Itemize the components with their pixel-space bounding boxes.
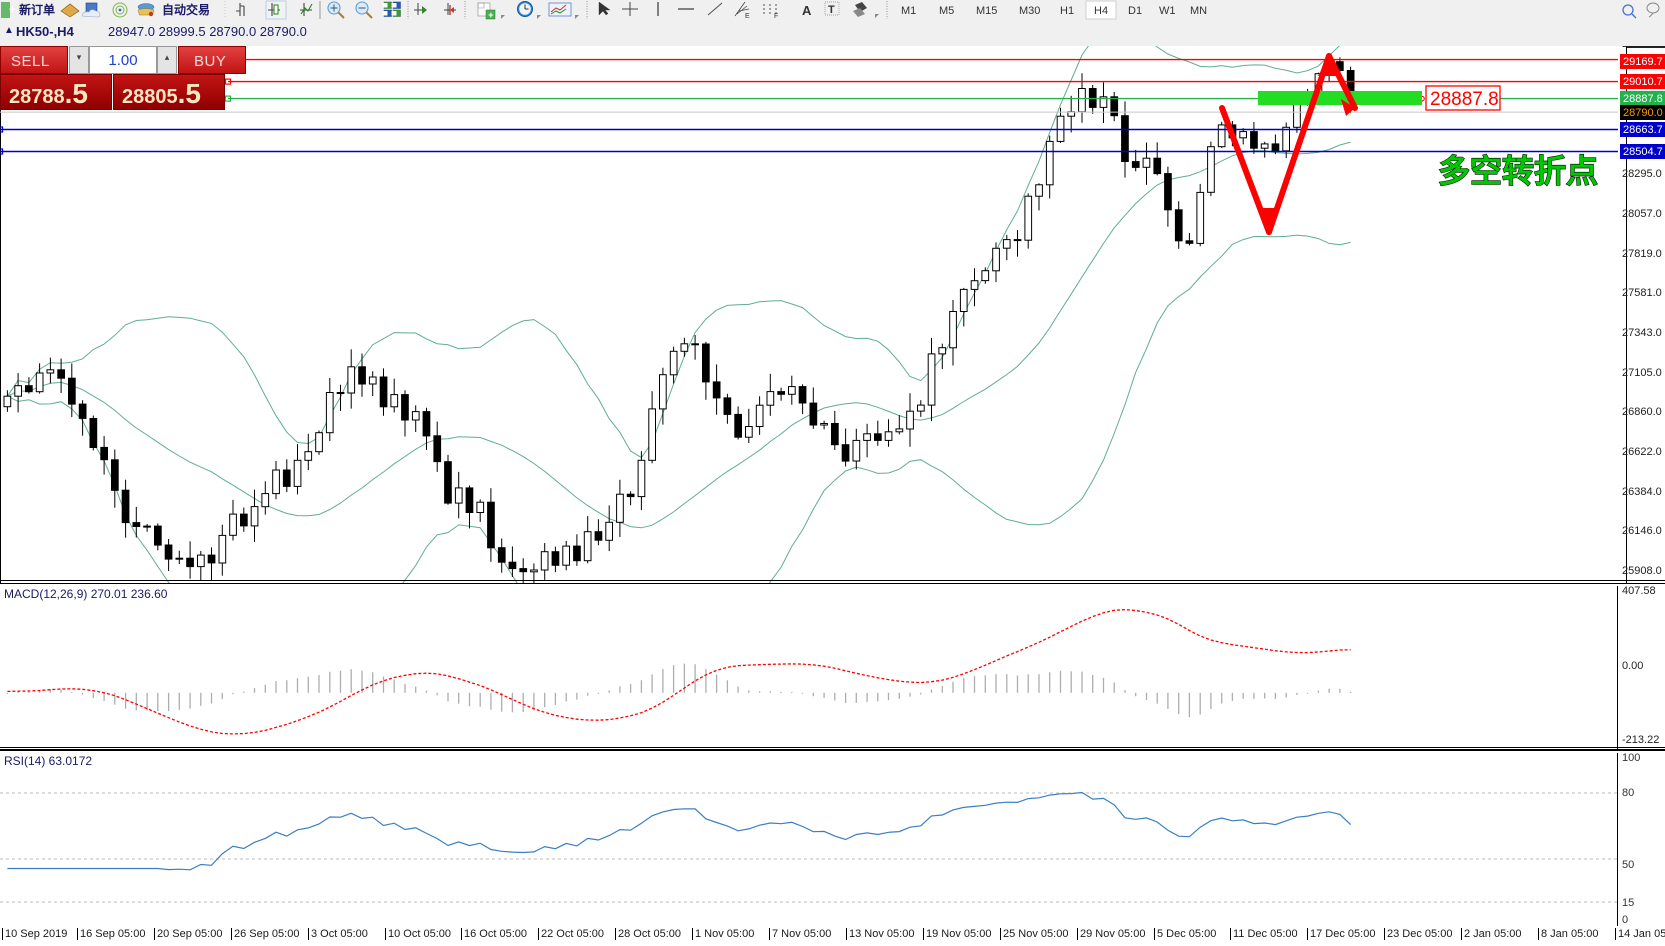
svg-text:M30: M30 (1019, 5, 1040, 17)
svg-text:E: E (745, 13, 750, 20)
svg-text:H1: H1 (1060, 5, 1074, 17)
svg-text:D1: D1 (1128, 5, 1142, 17)
svg-text:27105.0: 27105.0 (1622, 367, 1662, 379)
svg-text:26622.0: 26622.0 (1622, 446, 1662, 458)
svg-text:28887.8: 28887.8 (1623, 93, 1663, 105)
svg-text:26384.0: 26384.0 (1622, 486, 1662, 498)
svg-text:自动交易: 自动交易 (162, 2, 210, 17)
svg-text:28663.7: 28663.7 (1623, 124, 1663, 136)
svg-text:新订单: 新订单 (19, 2, 55, 17)
svg-text:28790.0: 28790.0 (1623, 107, 1663, 119)
svg-text:T: T (828, 4, 835, 16)
svg-text:26860.0: 26860.0 (1622, 406, 1662, 418)
svg-text:A: A (802, 3, 812, 18)
svg-text:M1: M1 (901, 5, 916, 17)
svg-text:29169.7: 29169.7 (1623, 56, 1663, 68)
svg-text:+: + (9, 4, 15, 16)
svg-text:H4: H4 (1094, 5, 1108, 17)
svg-text:25908.0: 25908.0 (1622, 565, 1662, 577)
svg-text:27819.0: 27819.0 (1622, 248, 1662, 260)
svg-text:28504.7: 28504.7 (1623, 146, 1663, 158)
svg-text:MN: MN (1190, 5, 1207, 17)
svg-text:M5: M5 (939, 5, 954, 17)
svg-text:M15: M15 (976, 5, 997, 17)
svg-text:W1: W1 (1159, 5, 1176, 17)
svg-text:29010.7: 29010.7 (1623, 76, 1663, 88)
svg-text:28295.0: 28295.0 (1622, 168, 1662, 180)
svg-text:28057.0: 28057.0 (1622, 208, 1662, 220)
svg-text:27581.0: 27581.0 (1622, 287, 1662, 299)
svg-text:26146.0: 26146.0 (1622, 525, 1662, 537)
svg-text:F: F (774, 13, 778, 20)
svg-text:+: + (488, 10, 493, 20)
svg-text:27343.0: 27343.0 (1622, 327, 1662, 339)
